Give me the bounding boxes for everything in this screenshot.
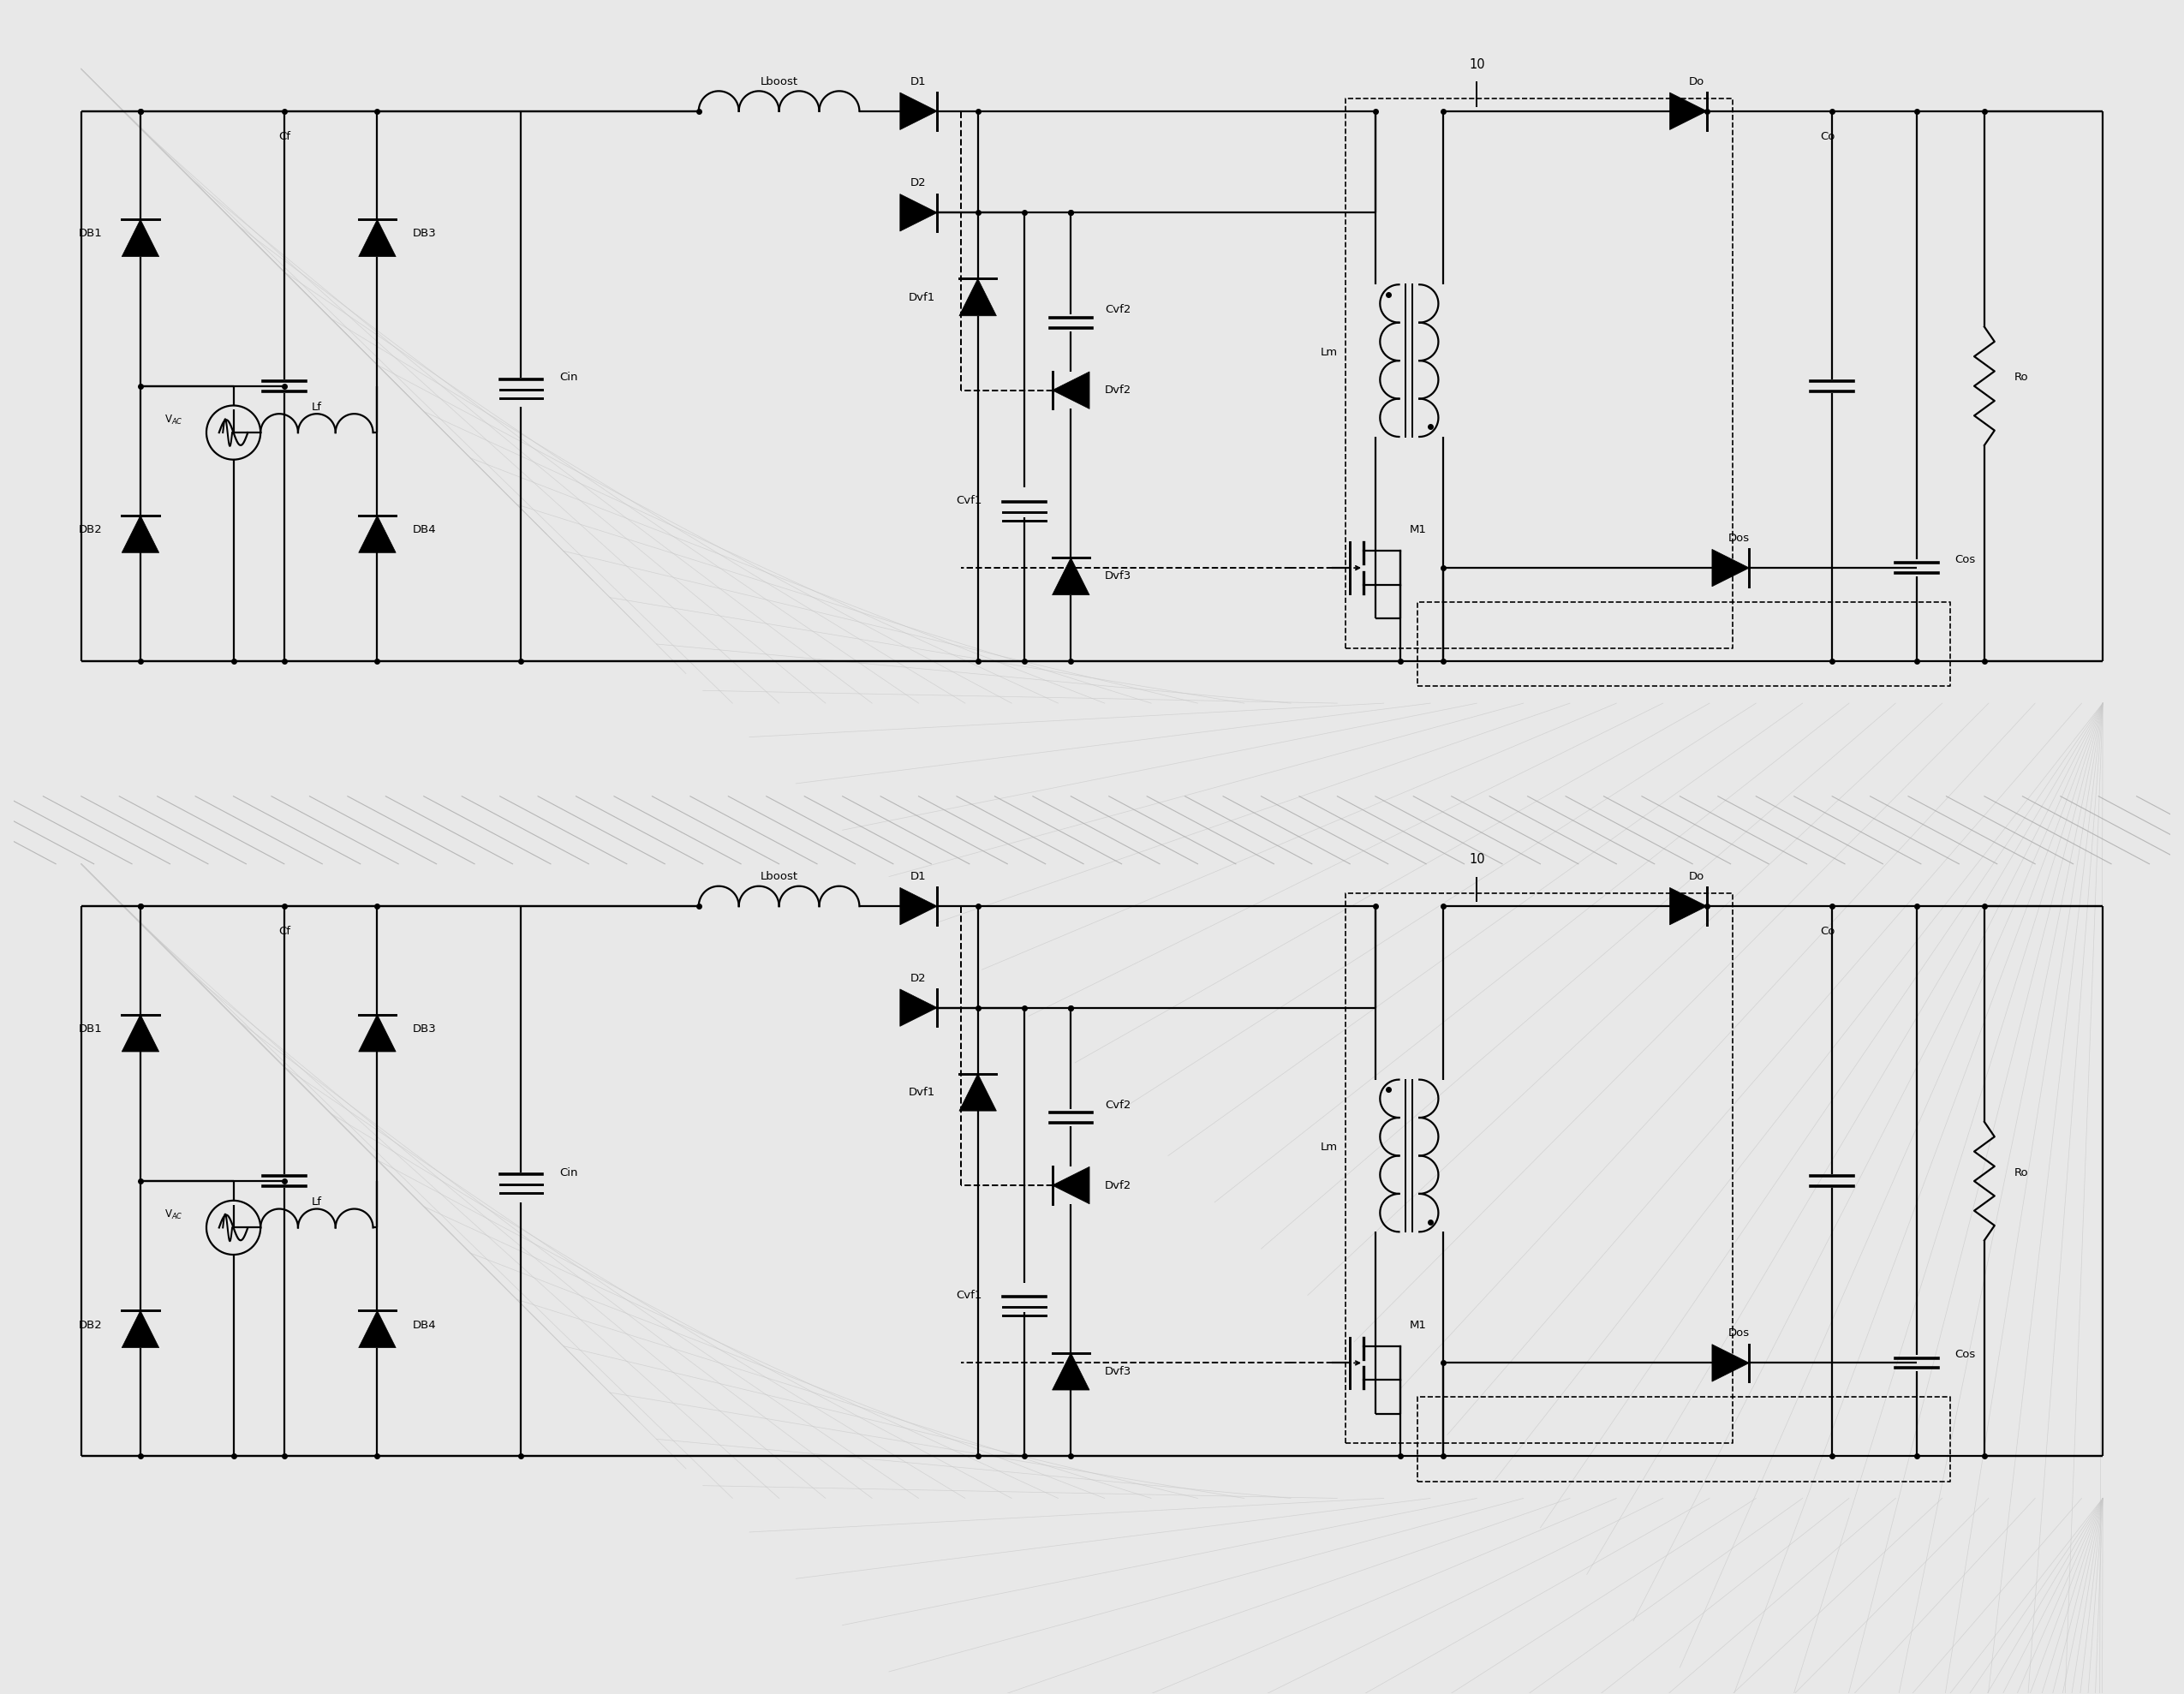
Text: DB1: DB1	[79, 1023, 103, 1035]
Text: DB4: DB4	[413, 1320, 437, 1330]
Text: DB2: DB2	[79, 1320, 103, 1330]
Polygon shape	[900, 195, 937, 232]
Polygon shape	[1053, 371, 1090, 408]
Text: 10: 10	[1470, 854, 1485, 866]
Text: Co: Co	[1821, 130, 1835, 142]
Text: Dvf1: Dvf1	[909, 1088, 935, 1098]
Polygon shape	[358, 220, 395, 256]
Polygon shape	[900, 93, 937, 130]
Text: Dvf2: Dvf2	[1105, 1179, 1131, 1191]
Text: DB3: DB3	[413, 1023, 437, 1035]
Text: Cvf2: Cvf2	[1105, 1099, 1131, 1111]
Text: DB3: DB3	[413, 229, 437, 239]
Polygon shape	[358, 1015, 395, 1052]
Text: M1: M1	[1409, 523, 1426, 535]
Text: Cvf1: Cvf1	[957, 1289, 983, 1301]
Polygon shape	[358, 515, 395, 552]
Text: V$_{AC}$: V$_{AC}$	[164, 1208, 183, 1221]
Text: 10: 10	[1470, 58, 1485, 71]
Polygon shape	[1053, 557, 1090, 595]
Text: Dvf3: Dvf3	[1105, 1365, 1131, 1377]
Text: DB2: DB2	[79, 523, 103, 535]
Polygon shape	[122, 1015, 159, 1052]
Polygon shape	[900, 989, 937, 1027]
Text: Lf: Lf	[312, 401, 321, 413]
Text: D1: D1	[911, 871, 926, 883]
Text: Dvf2: Dvf2	[1105, 385, 1131, 396]
Text: M1: M1	[1409, 1320, 1426, 1330]
Polygon shape	[122, 1311, 159, 1348]
Text: D2: D2	[911, 972, 926, 984]
Text: Do: Do	[1688, 871, 1704, 883]
Polygon shape	[900, 888, 937, 925]
Polygon shape	[1712, 549, 1749, 586]
Text: Do: Do	[1688, 76, 1704, 86]
Text: Cf: Cf	[277, 927, 290, 937]
Text: Dos: Dos	[1728, 1328, 1749, 1338]
Text: Dvf3: Dvf3	[1105, 571, 1131, 583]
Text: Cf: Cf	[277, 130, 290, 142]
Text: Lboost: Lboost	[760, 871, 797, 883]
Polygon shape	[122, 220, 159, 256]
Polygon shape	[122, 515, 159, 552]
Polygon shape	[959, 278, 996, 315]
Polygon shape	[1053, 1167, 1090, 1204]
Text: Cos: Cos	[1955, 1348, 1977, 1360]
Polygon shape	[1671, 93, 1708, 130]
Polygon shape	[959, 1074, 996, 1111]
Polygon shape	[1053, 1354, 1090, 1391]
Text: D1: D1	[911, 76, 926, 86]
Text: Lboost: Lboost	[760, 76, 797, 86]
Text: DB1: DB1	[79, 229, 103, 239]
Text: Cvf2: Cvf2	[1105, 305, 1131, 315]
Text: Cvf1: Cvf1	[957, 495, 983, 507]
Text: Lf: Lf	[312, 1196, 321, 1208]
Text: Lm: Lm	[1319, 1142, 1337, 1154]
Text: Cin: Cin	[559, 1167, 577, 1179]
Text: Lm: Lm	[1319, 347, 1337, 357]
Polygon shape	[1712, 1345, 1749, 1382]
Text: D2: D2	[911, 178, 926, 188]
Text: Co: Co	[1821, 927, 1835, 937]
Text: Ro: Ro	[2014, 1167, 2029, 1179]
Text: Cin: Cin	[559, 373, 577, 383]
Text: V$_{AC}$: V$_{AC}$	[164, 413, 183, 427]
Text: Dvf1: Dvf1	[909, 291, 935, 303]
Text: Dos: Dos	[1728, 532, 1749, 544]
Polygon shape	[1671, 888, 1708, 925]
Text: Ro: Ro	[2014, 373, 2029, 383]
Text: Cos: Cos	[1955, 554, 1977, 566]
Polygon shape	[358, 1311, 395, 1348]
Text: DB4: DB4	[413, 523, 437, 535]
